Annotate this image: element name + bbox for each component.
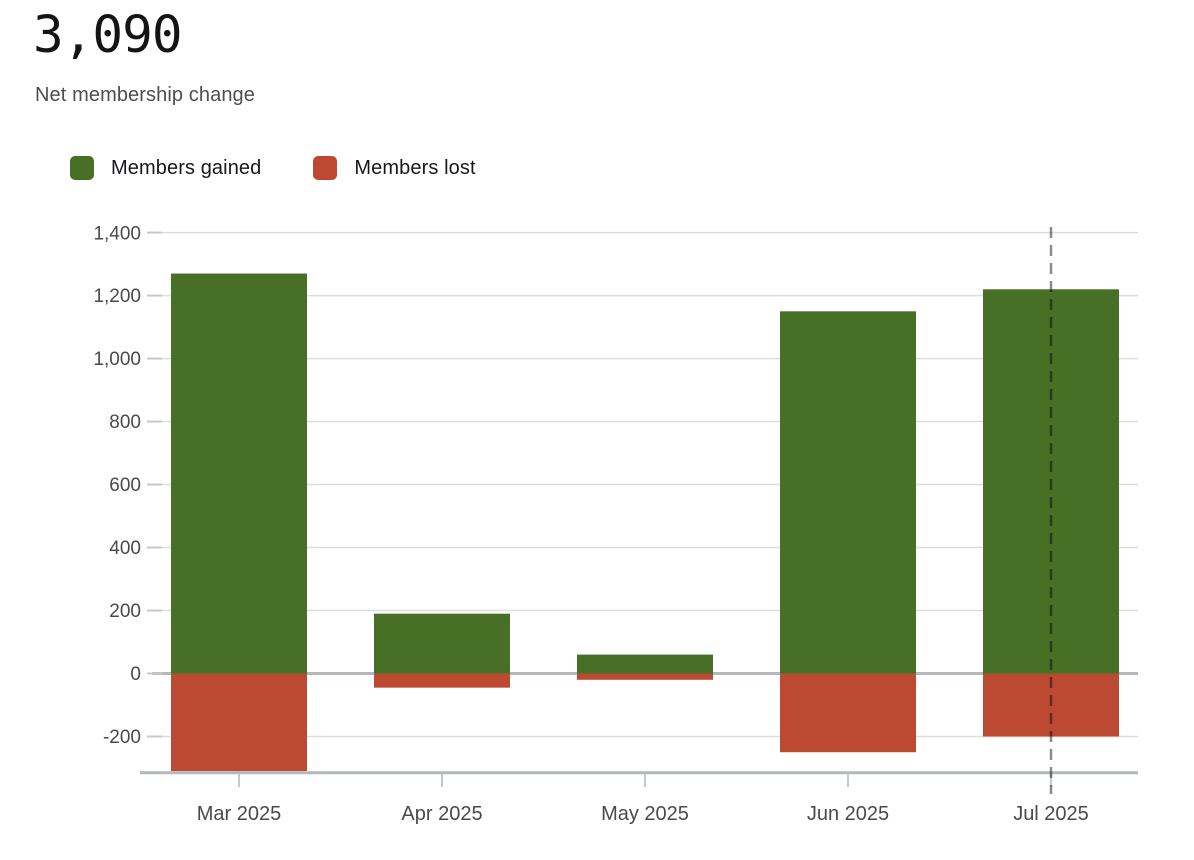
legend-item-members-gained[interactable]: Members gained (70, 156, 261, 180)
net-change-value: 3,090 (33, 6, 183, 65)
bar-members-gained[interactable] (374, 613, 510, 674)
bar-members-lost[interactable] (780, 673, 916, 753)
x-axis-label: May 2025 (601, 803, 689, 825)
bar-members-gained[interactable] (780, 311, 916, 674)
bar-members-lost[interactable] (374, 673, 510, 688)
members-lost-swatch-icon (313, 156, 338, 180)
y-axis-label: -200 (103, 727, 141, 748)
bar-members-lost[interactable] (577, 673, 713, 680)
x-axis-label: Jul 2025 (1013, 803, 1089, 825)
x-axis-label: Jun 2025 (807, 803, 889, 825)
y-axis-label: 1,400 (93, 223, 141, 244)
bar-members-gained[interactable] (171, 273, 307, 674)
y-axis-label: 200 (109, 601, 141, 622)
bar-members-lost[interactable] (983, 673, 1119, 737)
bar-members-gained[interactable] (577, 654, 713, 674)
y-axis-label: 1,200 (93, 286, 141, 307)
chart-legend: Members gained Members lost (70, 156, 476, 180)
y-axis-label: 0 (130, 664, 141, 685)
x-axis-label: Apr 2025 (401, 803, 482, 825)
y-axis-label: 600 (109, 475, 141, 496)
y-axis-label: 1,000 (93, 349, 141, 370)
x-axis-label: Mar 2025 (197, 803, 282, 825)
y-axis-label: 400 (109, 538, 141, 559)
bar-members-gained[interactable] (983, 289, 1119, 674)
legend-label-members-lost: Members lost (354, 156, 476, 179)
bar-members-lost[interactable] (171, 673, 307, 772)
y-axis-label: 800 (109, 412, 141, 433)
legend-item-members-lost[interactable]: Members lost (313, 156, 476, 180)
chart-subtitle: Net membership change (35, 84, 255, 106)
members-gained-swatch-icon (70, 156, 94, 180)
legend-label-members-gained: Members gained (111, 156, 262, 179)
